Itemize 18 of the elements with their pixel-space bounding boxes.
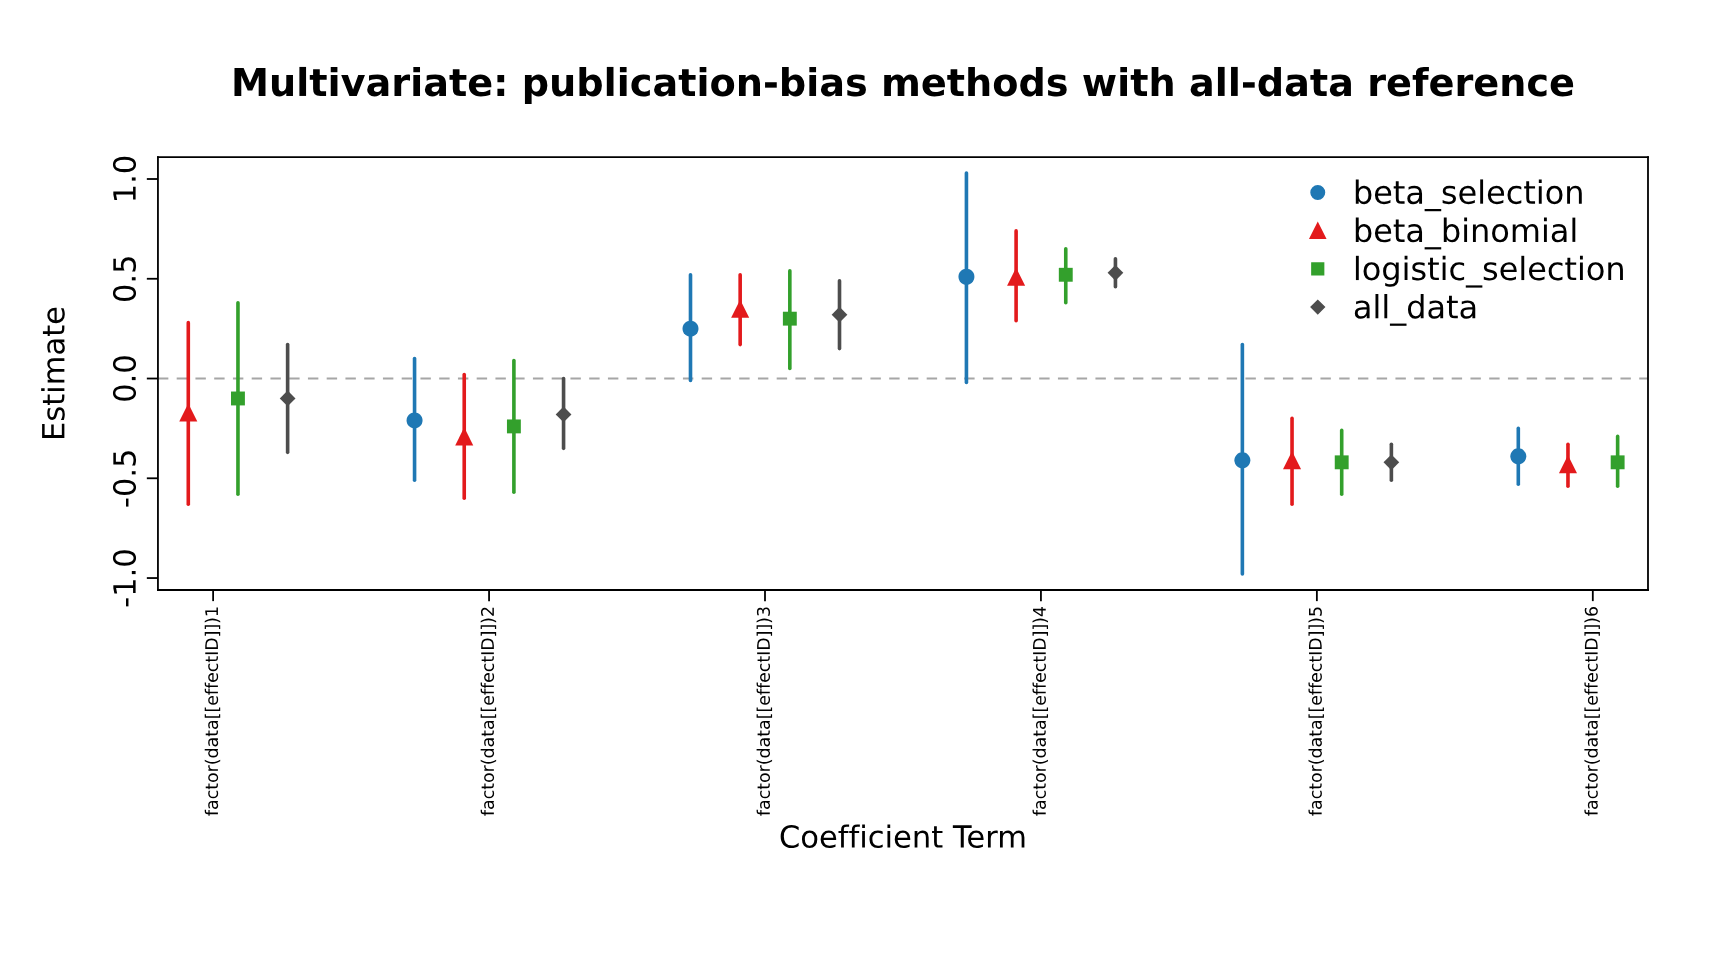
x-tick-label: factor(data[[effectID]])1 xyxy=(204,607,221,816)
legend-label: logistic_selection xyxy=(1355,255,1623,288)
legend-label: beta_selection xyxy=(1355,179,1582,212)
y-axis-title: Estimate xyxy=(41,307,65,439)
x-tick-label: factor(data[[effectID]])2 xyxy=(480,607,497,816)
legend-label: beta_binomial xyxy=(1355,217,1576,250)
x-tick-label: factor(data[[effectID]])3 xyxy=(756,607,773,816)
x-tick-label: factor(data[[effectID]])6 xyxy=(1584,607,1600,816)
legend-label: all_data xyxy=(1354,294,1476,326)
x-tick-label: factor(data[[effectID]])4 xyxy=(1032,606,1049,816)
x-axis-title: Coefficient Term xyxy=(780,824,1025,849)
chart-title: Multivariate: publication-bias methods with all-data reference xyxy=(234,66,1574,104)
y-tick-label: 1.0 xyxy=(112,156,137,200)
x-tick-label: factor(data[[effectID]])5 xyxy=(1308,607,1324,816)
y-tick-label: 0.5 xyxy=(112,257,137,302)
y-tick-label: -0.5 xyxy=(112,451,137,507)
y-tick-label: 0.0 xyxy=(112,356,137,401)
y-tick-label: -1.0 xyxy=(112,550,137,607)
